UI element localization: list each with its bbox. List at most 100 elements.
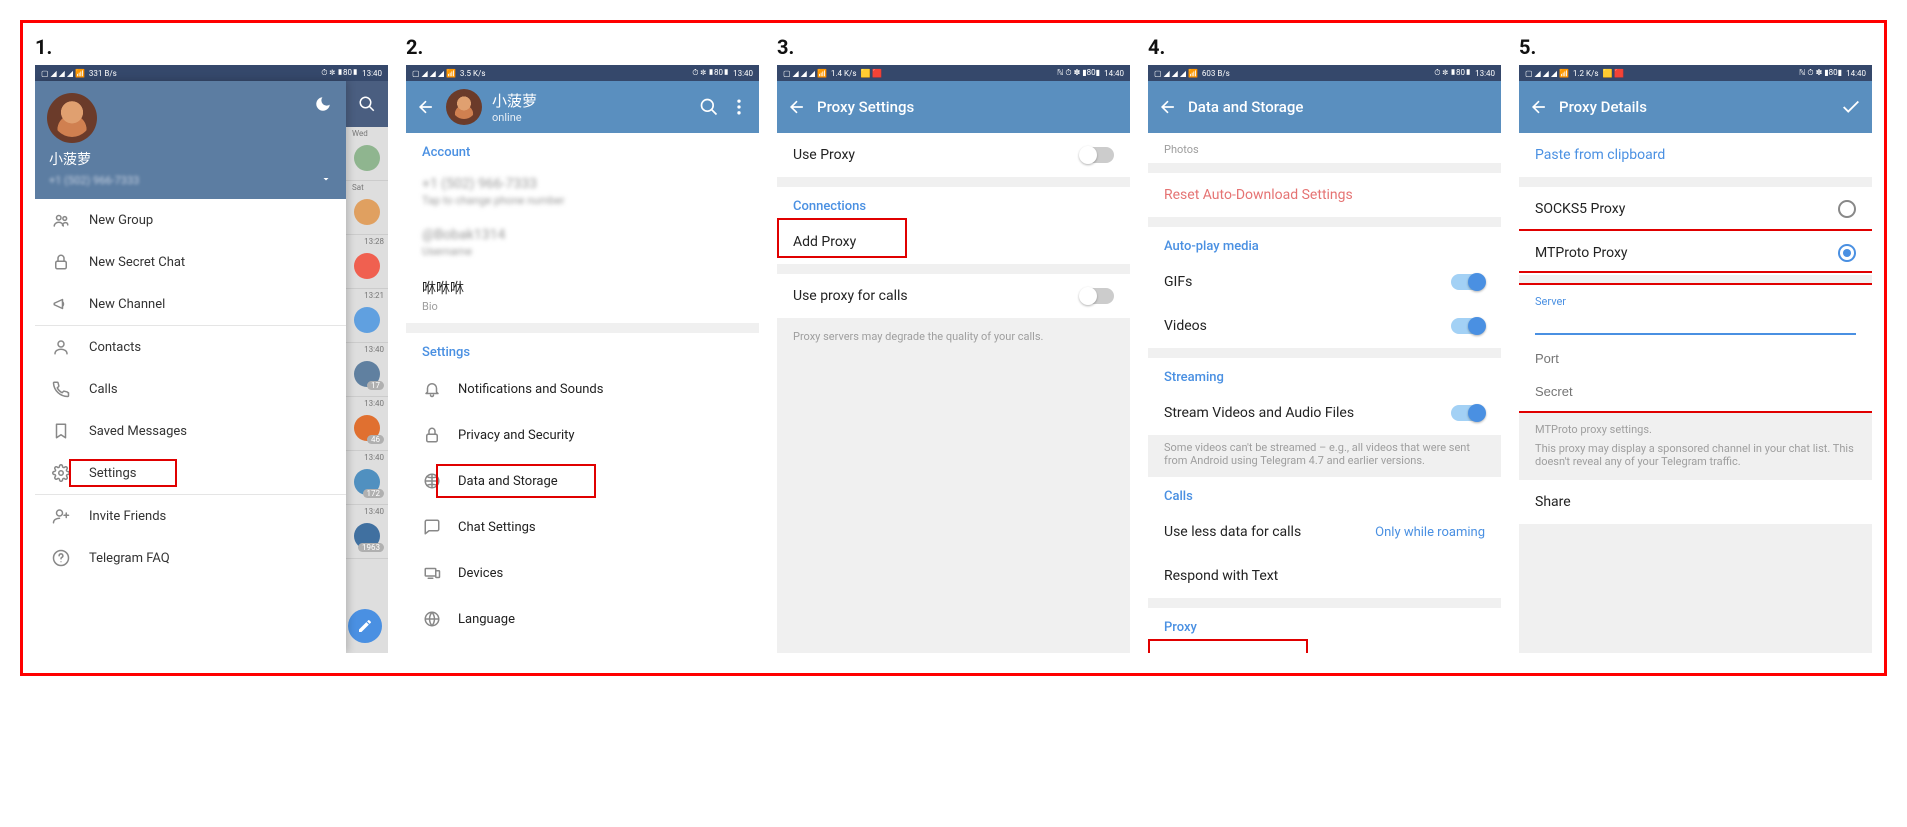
- proxy-note-body: This proxy may display a sponsored chann…: [1519, 442, 1872, 480]
- check-icon[interactable]: [1840, 96, 1862, 118]
- mtproto-row[interactable]: MTProto Proxy: [1519, 231, 1872, 275]
- drawer-menu: New Group New Secret Chat New Channel Conta…: [35, 199, 346, 579]
- user-name: 小菠萝: [49, 149, 91, 169]
- drawer-saved-messages[interactable]: Saved Messages: [35, 410, 346, 452]
- drawer-new-secret-chat[interactable]: New Secret Chat: [35, 241, 346, 283]
- statusbar: ▢ ◢ ◢ ◢ 📶331 B/s ⏱ ✽ ▮80▮13:40: [35, 65, 388, 81]
- autoplay-header: Auto-play media: [1148, 227, 1501, 260]
- phone-screen-4: ▢ ◢ ◢ ◢ 📶603 B/s ⏱ ✽ ▮80▮13:40 Data and …: [1148, 65, 1501, 653]
- profile-status: online: [492, 111, 689, 124]
- status-time: 13:40: [362, 69, 382, 78]
- panel-2: 2. ▢ ◢ ◢ ◢ 📶3.5 K/s ⏱ ✽ ▮80▮13:40 小菠萝 on…: [406, 35, 759, 653]
- settings-help[interactable]: Help: [406, 642, 759, 653]
- settings-notifications-and-sounds[interactable]: Notifications and Sounds: [406, 366, 759, 412]
- use-proxy-row[interactable]: Use Proxy: [777, 133, 1130, 177]
- statusbar: ▢ ◢ ◢ ◢ 📶1.2 K/s🟨 🟥 ℕ ⏱ ✽ ▮80▮14:40: [1519, 65, 1872, 81]
- videos-toggle[interactable]: [1451, 318, 1485, 334]
- server-field[interactable]: Server: [1535, 295, 1856, 335]
- settings-chat-settings[interactable]: Chat Settings: [406, 504, 759, 550]
- add-proxy-row[interactable]: Add Proxy: [777, 220, 1130, 264]
- username-row[interactable]: @Bobak1314Username: [406, 217, 759, 268]
- menu-label: Contacts: [89, 340, 141, 355]
- drawer-settings[interactable]: Settings: [35, 452, 346, 494]
- drawer-header: 小菠萝 +1 (502) 966-7333: [35, 81, 346, 199]
- reset-autodownload[interactable]: Reset Auto-Download Settings: [1148, 173, 1501, 217]
- avatar[interactable]: [446, 89, 482, 125]
- drawer-new-channel[interactable]: New Channel: [35, 283, 346, 325]
- mtproto-radio[interactable]: [1838, 244, 1856, 262]
- drawer-invite-friends[interactable]: Invite Friends: [35, 495, 346, 537]
- port-field[interactable]: [1535, 345, 1856, 372]
- photos-row[interactable]: Photos: [1148, 133, 1501, 163]
- back-icon[interactable]: [1158, 97, 1178, 117]
- drawer-telegram-faq[interactable]: Telegram FAQ: [35, 537, 346, 579]
- page-title: Data and Storage: [1188, 98, 1491, 116]
- socks5-row[interactable]: SOCKS5 Proxy: [1519, 187, 1872, 231]
- paste-clipboard-row[interactable]: Paste from clipboard: [1519, 133, 1872, 177]
- videos-row[interactable]: Videos: [1148, 304, 1501, 348]
- stream-toggle[interactable]: [1451, 405, 1485, 421]
- statusbar: ▢ ◢ ◢ ◢ 📶3.5 K/s ⏱ ✽ ▮80▮13:40: [406, 65, 759, 81]
- back-icon[interactable]: [1529, 97, 1549, 117]
- use-proxy-toggle[interactable]: [1080, 147, 1114, 163]
- share-row[interactable]: Share: [1519, 480, 1872, 524]
- drawer-calls[interactable]: Calls: [35, 368, 346, 410]
- appbar: Proxy Settings: [777, 81, 1130, 133]
- proxy-settings-row[interactable]: Proxy Settings: [1148, 641, 1501, 653]
- server-input[interactable]: [1535, 310, 1856, 335]
- menu-label: Telegram FAQ: [89, 551, 170, 566]
- back-icon[interactable]: [787, 97, 807, 117]
- group-icon: [51, 211, 71, 229]
- lock-icon: [422, 426, 442, 444]
- back-icon[interactable]: [416, 97, 436, 117]
- person-icon: [51, 338, 71, 356]
- figure-container: 1. ▢ ◢ ◢ ◢ 📶331 B/s ⏱ ✽ ▮80▮13:40 Wed Sa…: [20, 20, 1887, 676]
- status-speed: 331 B/s: [89, 69, 117, 78]
- data-icon: [422, 472, 442, 490]
- gifs-row[interactable]: GIFs: [1148, 260, 1501, 304]
- panels-row: 1. ▢ ◢ ◢ ◢ 📶331 B/s ⏱ ✽ ▮80▮13:40 Wed Sa…: [35, 35, 1872, 653]
- menu-label: New Secret Chat: [89, 255, 185, 270]
- proxy-note: Proxy servers may degrade the quality of…: [777, 318, 1130, 355]
- panel-number: 1.: [35, 35, 388, 59]
- panel-number: 2.: [406, 35, 759, 59]
- settings-devices[interactable]: Devices: [406, 550, 759, 596]
- secret-field[interactable]: [1535, 378, 1856, 405]
- settings-language[interactable]: Language: [406, 596, 759, 642]
- drawer-new-group[interactable]: New Group: [35, 199, 346, 241]
- chevron-down-icon[interactable]: [320, 173, 332, 185]
- settings-privacy-and-security[interactable]: Privacy and Security: [406, 412, 759, 458]
- more-icon[interactable]: [729, 97, 749, 117]
- phone-screen-1: ▢ ◢ ◢ ◢ 📶331 B/s ⏱ ✽ ▮80▮13:40 Wed Sat 1…: [35, 65, 388, 653]
- settings-label: Data and Storage: [458, 474, 558, 489]
- night-mode-toggle[interactable]: [314, 95, 332, 113]
- avatar[interactable]: [47, 93, 97, 143]
- settings-data-and-storage[interactable]: Data and Storage: [406, 458, 759, 504]
- proxy-calls-toggle[interactable]: [1080, 288, 1114, 304]
- phone-icon: [51, 380, 71, 398]
- menu-label: Saved Messages: [89, 424, 187, 439]
- phone-row[interactable]: +1 (502) 966-7333Tap to change phone num…: [406, 166, 759, 217]
- statusbar: ▢ ◢ ◢ ◢ 📶603 B/s ⏱ ✽ ▮80▮13:40: [1148, 65, 1501, 81]
- gifs-toggle[interactable]: [1451, 274, 1485, 290]
- bio-row[interactable]: 咻咻咻Bio: [406, 268, 759, 323]
- search-icon[interactable]: [346, 81, 388, 127]
- secret-input[interactable]: [1535, 378, 1856, 405]
- user-phone: +1 (502) 966-7333: [49, 174, 139, 187]
- socks5-radio[interactable]: [1838, 200, 1856, 218]
- settings-list: Notifications and SoundsPrivacy and Secu…: [406, 366, 759, 653]
- devices-icon: [422, 564, 442, 582]
- stream-row[interactable]: Stream Videos and Audio Files: [1148, 391, 1501, 435]
- port-input[interactable]: [1535, 345, 1856, 372]
- profile-name: 小菠萝: [492, 90, 689, 111]
- streaming-header: Streaming: [1148, 358, 1501, 391]
- use-less-data-row[interactable]: Use less data for callsOnly while roamin…: [1148, 510, 1501, 554]
- proxy-calls-row[interactable]: Use proxy for calls: [777, 274, 1130, 318]
- compose-fab[interactable]: [348, 609, 382, 643]
- panel-4: 4. ▢ ◢ ◢ ◢ 📶603 B/s ⏱ ✽ ▮80▮13:40 Data a…: [1148, 35, 1501, 653]
- search-icon[interactable]: [699, 97, 719, 117]
- menu-label: New Channel: [89, 297, 165, 312]
- appbar: Data and Storage: [1148, 81, 1501, 133]
- drawer-contacts[interactable]: Contacts: [35, 326, 346, 368]
- respond-text-row[interactable]: Respond with Text: [1148, 554, 1501, 598]
